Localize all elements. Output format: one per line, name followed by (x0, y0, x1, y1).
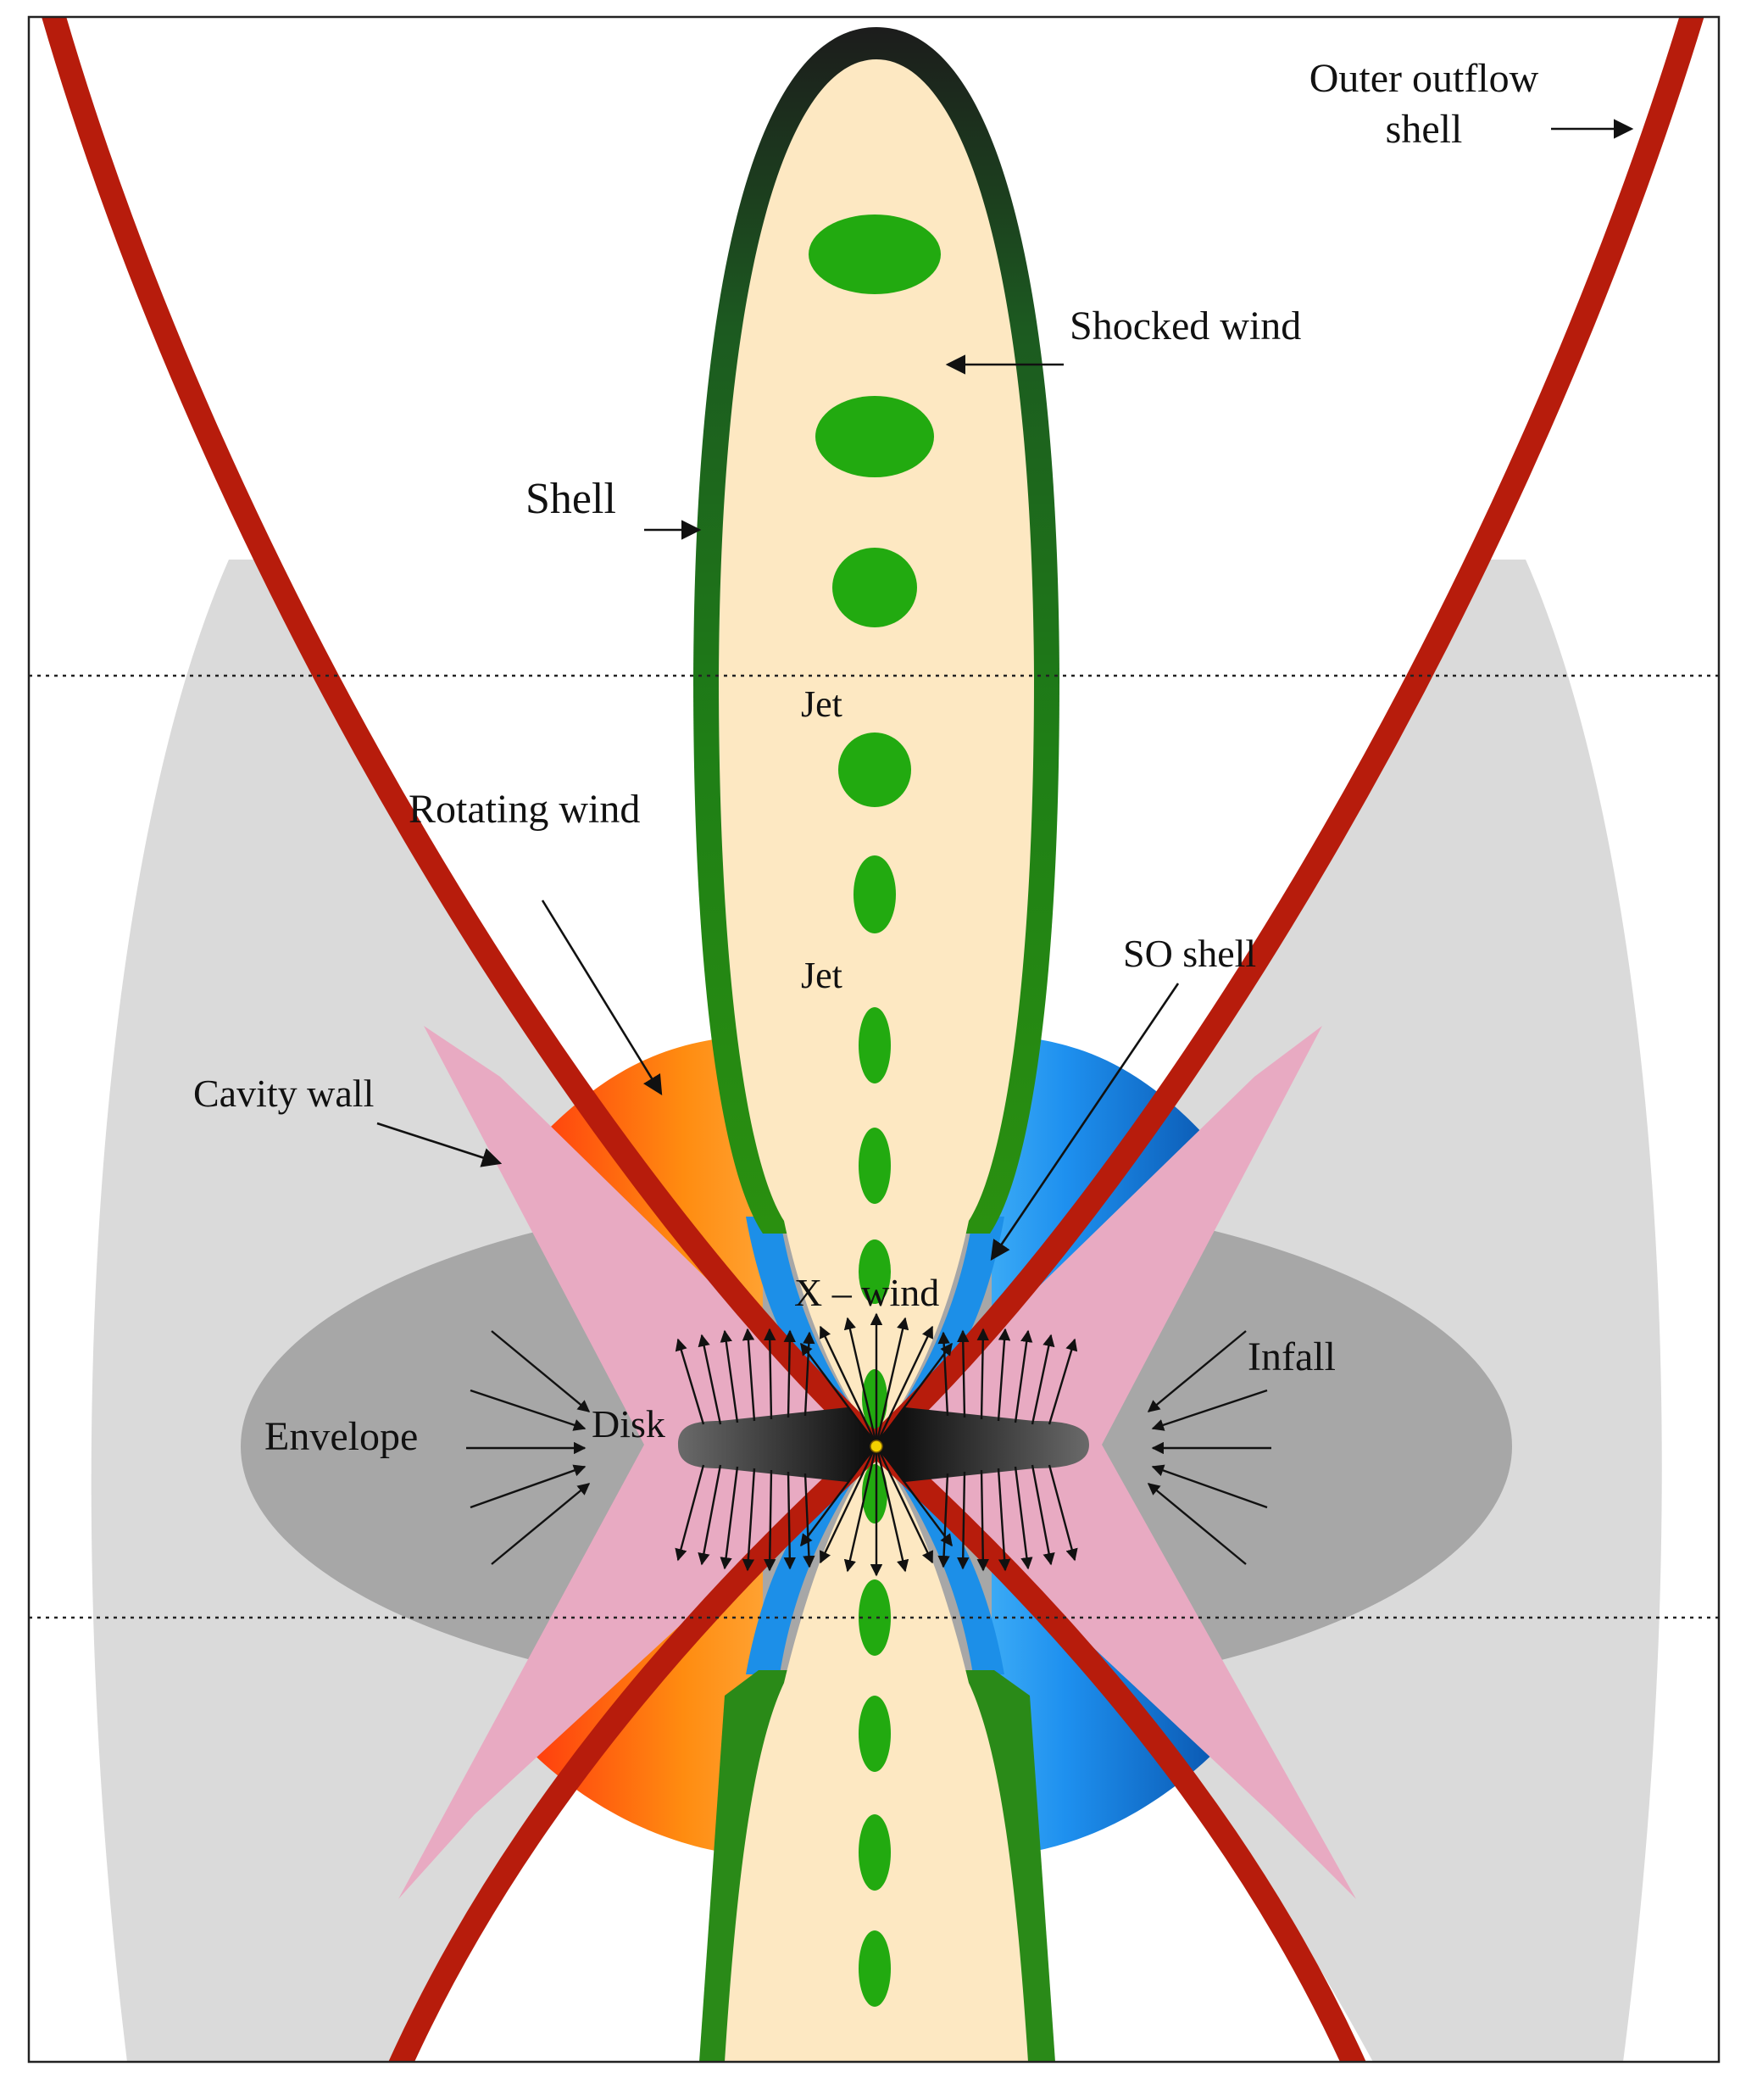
disk-wind-arrows (675, 1328, 1078, 1572)
so-shell (746, 1217, 1004, 1451)
label-shell: Shell (525, 475, 616, 523)
label-arrows (376, 119, 1634, 1261)
so-shell-lower (746, 1438, 1004, 1674)
label-rotating-wind: Rotating wind (409, 787, 640, 832)
label-x-wind: X – wind (794, 1271, 939, 1314)
label-outer-outflow-shell-line2: shell (1386, 107, 1463, 152)
label-envelope: Envelope (264, 1414, 418, 1459)
label-so-shell: SO shell (1123, 932, 1256, 975)
jet-knot (853, 855, 896, 933)
arrow-icon (990, 983, 1180, 1261)
jet-knot (859, 1239, 891, 1304)
jet-knots (809, 214, 941, 2007)
outer-outflow-shell-lower (388, 1435, 1366, 2062)
infall-arrows-left (466, 1330, 591, 1565)
label-disk: Disk (592, 1402, 665, 1445)
label-jet-lower: Jet (801, 955, 842, 996)
arrow-icon (376, 1122, 503, 1167)
label-infall: Infall (1248, 1334, 1336, 1379)
x-wind-arrows (800, 1312, 953, 1577)
arrow-icon (541, 900, 663, 1095)
label-shocked-wind: Shocked wind (1070, 304, 1301, 348)
jet-knot (809, 214, 941, 294)
jet-knot (859, 1814, 891, 1891)
jet-knot (859, 1696, 891, 1772)
disk (678, 1407, 1089, 1482)
protostar-icon (870, 1440, 883, 1453)
jet-knot (859, 1007, 891, 1083)
jet-knot (832, 548, 917, 627)
jet-knot (859, 1930, 891, 2007)
jet-knot (815, 396, 934, 477)
infall-arrows-right (1147, 1330, 1271, 1565)
jet-knot (838, 732, 911, 807)
label-outer-outflow-shell: Outer outflow (1309, 56, 1539, 101)
jet-knot (859, 1128, 891, 1204)
cavity-wall-left (398, 1026, 876, 1899)
jet-knot (859, 1579, 891, 1656)
figure-frame (27, 15, 1721, 2064)
label-jet-upper: Jet (801, 683, 842, 725)
label-cavity-wall: Cavity wall (193, 1072, 374, 1115)
